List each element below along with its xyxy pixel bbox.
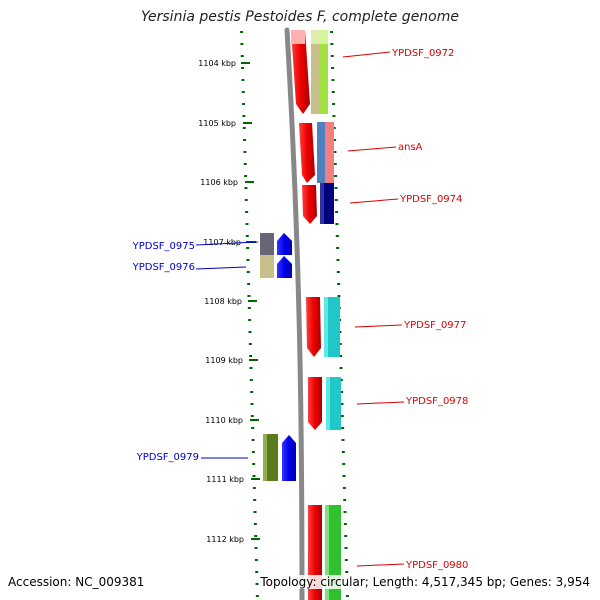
kbp-tick: 1104 kbp bbox=[198, 59, 250, 68]
gene-feature[interactable] bbox=[263, 434, 296, 481]
kbp-tick: 1105 kbp bbox=[198, 119, 252, 128]
gene-feature[interactable] bbox=[302, 183, 334, 224]
kbp-tick: 1112 kbp bbox=[206, 535, 260, 544]
svg-text:1108 kbp: 1108 kbp bbox=[204, 297, 242, 306]
gene-feature[interactable] bbox=[299, 122, 334, 183]
kbp-axis: 1104 kbp 1105 kbp 1106 kbp 1107 kbp 1108… bbox=[198, 59, 260, 544]
gene-label[interactable]: YPDSF_0975 bbox=[132, 241, 195, 252]
gene-labels: YPDSF_0972 ansA YPDSF_0974 YPDSF_0975 YP… bbox=[132, 48, 469, 571]
kbp-tick: 1108 kbp bbox=[204, 297, 257, 306]
gene-feature[interactable] bbox=[291, 30, 328, 114]
accession-label: Accession: NC_009381 bbox=[8, 575, 145, 589]
svg-text:1110 kbp: 1110 kbp bbox=[205, 416, 243, 425]
svg-text:1107 kbp: 1107 kbp bbox=[203, 238, 241, 247]
kbp-tick: 1106 kbp bbox=[200, 178, 254, 187]
svg-text:1105 kbp: 1105 kbp bbox=[198, 119, 236, 128]
gene-feature[interactable] bbox=[308, 377, 341, 430]
svg-text:1104 kbp: 1104 kbp bbox=[198, 59, 236, 68]
svg-text:1109 kbp: 1109 kbp bbox=[205, 356, 243, 365]
genome-title: Yersinia pestis Pestoides F, complete ge… bbox=[141, 9, 459, 25]
kbp-tick: 1110 kbp bbox=[205, 416, 259, 425]
gene-label[interactable]: YPDSF_0972 bbox=[391, 48, 454, 59]
kbp-tick: 1111 kbp bbox=[206, 475, 260, 484]
kbp-tick: 1109 kbp bbox=[205, 356, 258, 365]
gene-label[interactable]: YPDSF_0976 bbox=[132, 262, 195, 273]
svg-text:1106 kbp: 1106 kbp bbox=[200, 178, 238, 187]
gene-label[interactable]: YPDSF_0980 bbox=[405, 560, 468, 571]
genome-backbone bbox=[284, 27, 305, 600]
gene-feature[interactable] bbox=[260, 233, 292, 278]
gene-label[interactable]: ansA bbox=[398, 142, 423, 153]
svg-text:1111 kbp: 1111 kbp bbox=[206, 475, 244, 484]
gene-label[interactable]: YPDSF_0978 bbox=[405, 396, 468, 407]
gene-feature[interactable] bbox=[306, 297, 340, 357]
gene-label[interactable]: YPDSF_0977 bbox=[403, 320, 466, 331]
gene-label[interactable]: YPDSF_0974 bbox=[399, 194, 462, 205]
topology-summary: Topology: circular; Length: 4,517,345 bp… bbox=[260, 575, 590, 589]
gene-label[interactable]: YPDSF_0979 bbox=[136, 452, 199, 463]
svg-text:1112 kbp: 1112 kbp bbox=[206, 535, 244, 544]
